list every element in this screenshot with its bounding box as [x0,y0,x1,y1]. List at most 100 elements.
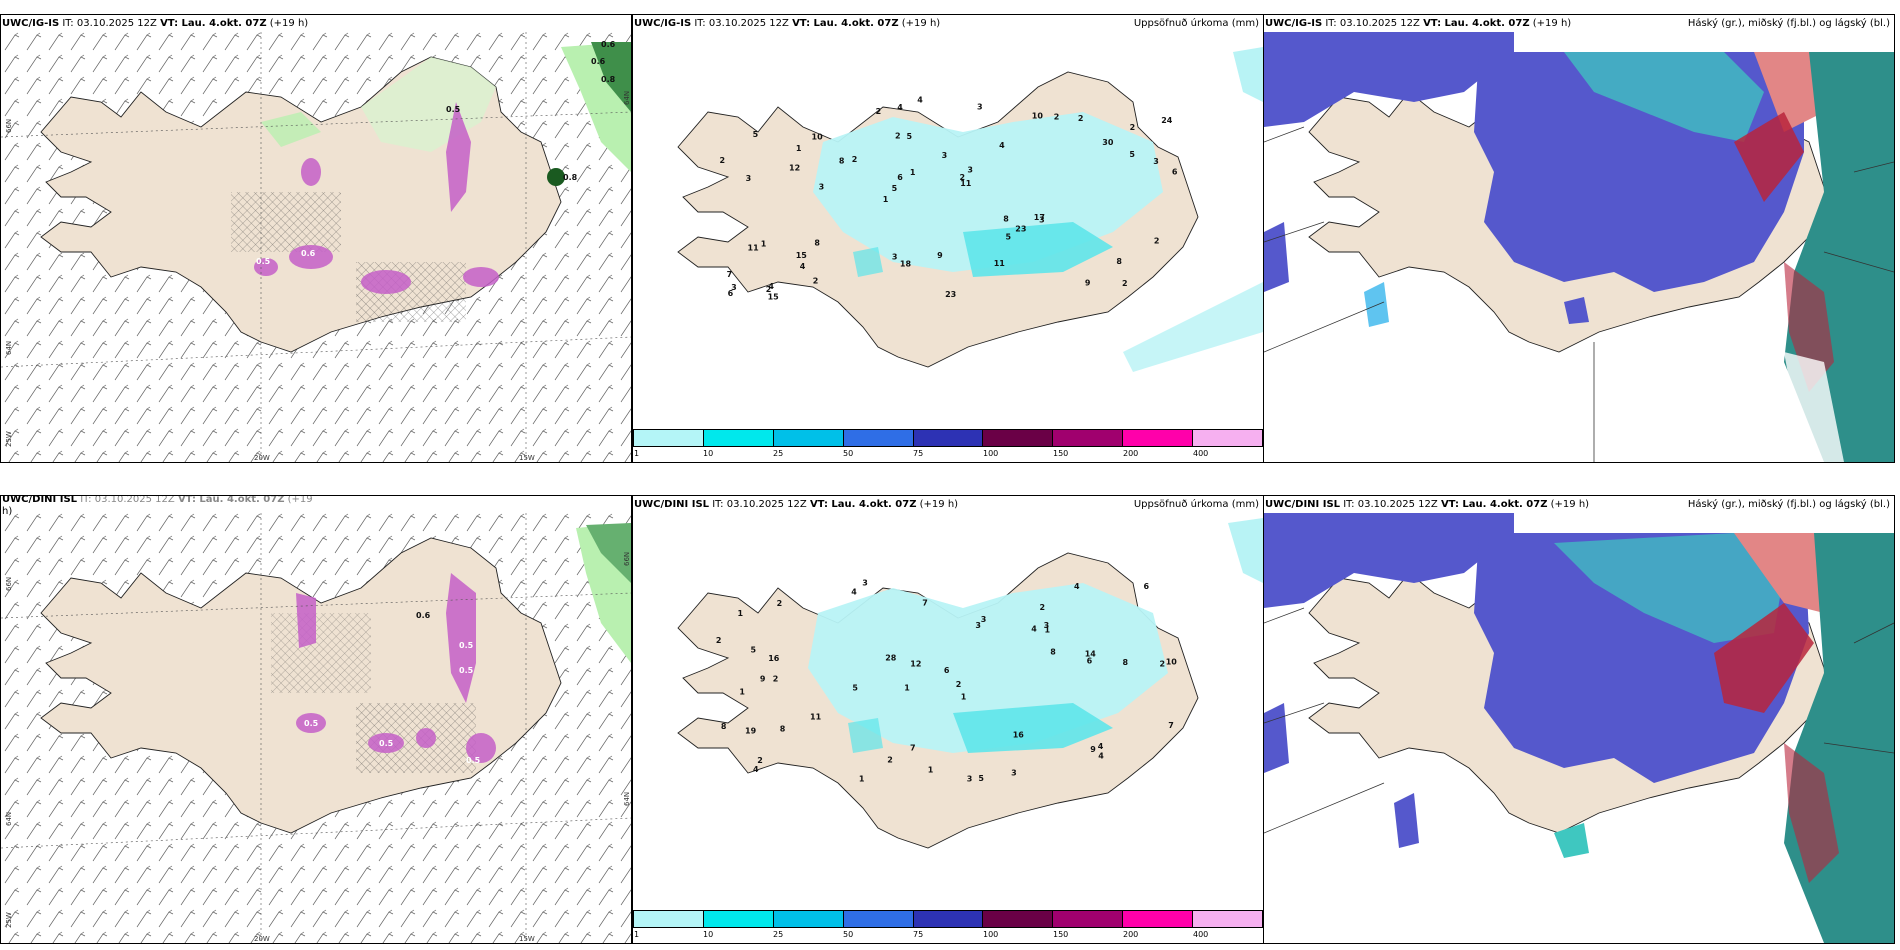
precip-value-label: 28 [885,654,897,663]
precip-value-label: 4 [1098,742,1104,751]
precip-value-label: 2 [777,599,783,608]
colorbar-labels: 1 10 25 50 75 100 150 200 400 [633,449,1263,459]
precip-value-label: 2 [757,756,763,765]
precip-value-label: 5 [978,774,984,783]
contour-label: 0.5 [379,739,394,748]
precip-value-label: 11 [748,244,760,253]
product-title: Uppsöfnuð úrkoma (mm) [1133,18,1259,29]
panel-clouds-top: UWC/IG-IS IT: 03.10.2025 12Z VT: Lau. 4.… [1263,14,1895,463]
precip-value-label: 7 [910,743,916,752]
precip-value-label: 4 [1098,752,1104,761]
precip-value-label: 1 [910,168,916,177]
product-title: Háský (gr.), miðský (fj.bl.) og lágský (… [1687,18,1890,29]
colorbar-label: 150 [1053,930,1069,939]
panel-title: UWC/DINI ISL IT: 03.10.2025 12Z VT: Lau.… [634,499,958,511]
precip-value-label: 3 [1153,157,1159,166]
model-name: UWC/DINI ISL [2,495,78,505]
precip-map: 2321442312745335468553610108981723812523… [677,47,1263,372]
precip-value-label: 7 [922,599,928,608]
contour-label: 0.8 [563,173,578,182]
precip-value-label: 4 [1031,625,1037,634]
colorbar-segment [843,430,914,446]
valid-time: VT: Lau. 4.okt. 07Z [809,499,917,510]
contour-label: 0.5 [459,666,474,675]
precip-value-label: 1 [904,684,910,693]
precip-value-label: 1 [739,687,745,696]
precip-value-label: 3 [967,774,973,783]
colorbar-label: 75 [913,930,924,939]
valid-time: VT: Lau. 4.okt. 07Z [177,495,285,505]
colorbar-label: 10 [703,449,714,458]
precip-value-label: 5 [852,683,858,692]
precip-value-label: 16 [768,654,780,663]
precip-value-label: 9 [1085,279,1091,288]
precip-value-label: 5 [907,132,913,141]
contour-label: 0.6 [416,611,431,620]
lon-label: 20W [254,454,270,462]
contour-label: 0.5 [256,257,271,266]
precip-value-label: 3 [977,102,983,111]
product-title: Uppsöfnuð úrkoma (mm) [1133,499,1259,510]
lead-time: (+19 h) [269,18,309,29]
precip-value-label: 12 [910,660,921,669]
precip-value-label: 8 [839,157,845,166]
precip-value-label: 12 [789,164,800,173]
colorbar-label: 50 [843,449,854,458]
lon-label: 15W [519,454,535,462]
precip-value-label: 5 [751,645,757,654]
precip-value-label: 2 [766,285,772,294]
precip-value-label: 3 [892,253,898,262]
precip-value-label: 10 [1166,658,1178,667]
precip-value-label: 1 [738,609,744,618]
panel-precip-top: UWC/IG-IS IT: 03.10.2025 12Z VT: Lau. 4.… [632,14,1264,463]
colorbar [633,429,1263,447]
contour-label: 0.5 [446,105,461,114]
precip-value-label: 8 [780,725,786,734]
init-time: IT: 03.10.2025 12Z [62,18,157,29]
colorbar-segment [773,911,844,927]
precip-value-label: 11 [810,713,822,722]
lat-label: 64N [623,791,631,806]
colorbar-segment [634,911,704,927]
precip-value-label: 10 [812,132,824,141]
precip-value-label: 9 [1090,745,1096,754]
wind-map: 0.6 0.6 0.8 0.5 0.8 0.5 0.6 [1,32,631,462]
colorbar-segment [913,911,984,927]
colorbar-segment [913,430,984,446]
precip-value-label: 4 [917,95,923,104]
precip-value-label: 11 [994,259,1006,268]
precip-value-label: 3 [942,151,948,160]
precip-value-label: 1 [928,766,934,775]
lead-time-wrap: h) [2,506,13,517]
precip-value-label: 2 [1078,114,1084,123]
cloud-map [1264,513,1894,943]
wind-map: 0.6 0.5 0.5 0.5 0.5 0.5 [1,513,631,943]
precip-value-label: 4 [897,103,903,112]
colorbar-segment [703,430,774,446]
colorbar-label: 50 [843,930,854,939]
colorbar-segment [1123,911,1194,927]
colorbar-label: 1 [634,449,640,458]
precip-value-label: 14 [1085,649,1097,658]
precip-value-label: 8 [1050,647,1056,656]
precip-value-label: 3 [981,615,987,624]
precip-value-label: 8 [1123,658,1129,667]
precip-value-label: 18 [900,260,912,269]
colorbar-segment [1053,911,1124,927]
colorbar-segment [983,430,1054,446]
precip-value-label: 1 [859,775,865,784]
precip-value-label: 4 [753,765,759,774]
lat-label: 64N [5,811,13,826]
panel-precip-bottom: UWC/DINI ISL IT: 03.10.2025 12Z VT: Lau.… [632,495,1264,944]
colorbar-label: 100 [983,930,999,939]
precip-value-label: 2 [813,276,819,285]
contour-label: 0.8 [601,75,616,84]
product-title: Háský (gr.), miðský (fj.bl.) og lágský (… [1687,499,1890,510]
contour-label: 0.6 [601,40,616,49]
precip-value-label: 2 [1130,123,1136,132]
cloud-map [1264,32,1894,462]
contour-label: 0.5 [304,719,319,728]
precip-value-label: 3 [975,621,981,630]
contour-label: 0.6 [301,249,316,258]
